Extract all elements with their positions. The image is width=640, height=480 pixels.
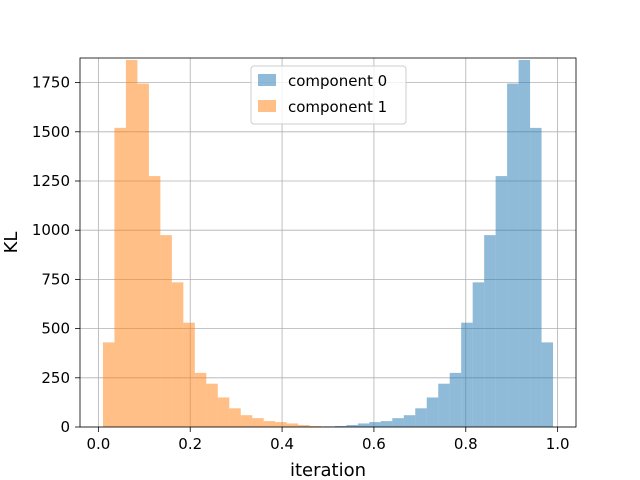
histogram-bar-component-0 <box>438 383 450 427</box>
histogram-bar-component-1 <box>240 415 253 427</box>
x-tick-label: 1.0 <box>546 435 570 453</box>
histogram-bar-component-1 <box>206 383 218 427</box>
x-axis-title: iteration <box>290 460 366 480</box>
histogram-bar-component-0 <box>507 83 519 428</box>
histogram-bar-component-1 <box>263 421 276 427</box>
y-tick-label: 750 <box>41 270 70 288</box>
y-axis-title: KL <box>1 232 22 254</box>
x-tick-label: 0.6 <box>362 435 386 453</box>
histogram-bar-component-0 <box>461 322 473 427</box>
histogram-bar-component-0 <box>334 426 347 427</box>
y-tick-label: 1250 <box>32 172 70 190</box>
histogram-bar-component-0 <box>369 422 381 427</box>
ticks: 0.0 0.2 0.4 0.6 0.8 1.0 0 250 500 750 1000 1250 1500… <box>32 74 570 453</box>
y-tick-label: 250 <box>41 369 70 387</box>
y-tick-label: 500 <box>41 320 70 338</box>
legend-label-component-1: component 1 <box>288 98 387 116</box>
histogram-bar-component-1 <box>194 372 207 427</box>
histogram-bar-component-0 <box>495 176 508 427</box>
histogram-bar-component-0 <box>392 418 404 427</box>
x-tick-label: 0.8 <box>454 435 478 453</box>
histogram-bar-component-1 <box>229 408 241 427</box>
histogram-bar-component-0 <box>449 372 462 427</box>
histogram-bar-component-1 <box>275 422 287 427</box>
plot-frame <box>79 57 577 428</box>
histogram-bar-component-1 <box>286 423 299 427</box>
legend-label-component-0: component 0 <box>288 72 387 90</box>
histogram-bar-component-1 <box>183 322 195 427</box>
histogram-bar-component-1 <box>102 342 115 427</box>
histogram-bar-component-0 <box>415 408 427 427</box>
histogram-bar-component-0 <box>403 415 416 427</box>
histogram-bar-component-1 <box>171 282 184 427</box>
histogram-bar-component-1 <box>252 418 264 427</box>
legend-box <box>250 65 407 125</box>
histogram-bar-component-0 <box>530 127 542 427</box>
histogram-bar-component-0 <box>380 421 393 427</box>
histogram-bar-component-1 <box>217 397 230 427</box>
histogram-bar-component-1 <box>148 176 161 427</box>
legend-swatch-component-0 <box>258 74 276 86</box>
x-tick-label: 0.2 <box>178 435 202 453</box>
y-tick-label: 1750 <box>32 74 70 92</box>
legend: component 0 component 1 <box>250 65 407 125</box>
legend-swatch-component-1 <box>258 100 276 112</box>
y-tick-label: 1000 <box>32 221 70 239</box>
y-tick-label: 0 <box>60 418 70 436</box>
histogram-bar-component-0 <box>484 235 496 427</box>
histogram-bar-component-1 <box>298 425 310 427</box>
histogram-bar-component-1 <box>114 127 126 427</box>
x-tick-label: 0.0 <box>86 435 110 453</box>
histogram-bar-component-0 <box>426 397 439 427</box>
x-tick-label: 0.4 <box>270 435 294 453</box>
histogram-bar-component-0 <box>472 282 485 427</box>
histogram-bar-component-1 <box>160 235 172 427</box>
histogram-bar-component-1 <box>309 426 322 427</box>
histogram-bar-component-0 <box>541 342 554 427</box>
histogram-bar-component-1 <box>125 59 138 428</box>
bars <box>102 59 554 428</box>
y-tick-label: 1500 <box>32 123 70 141</box>
histogram-bar-component-0 <box>518 59 531 428</box>
histogram-bar-component-0 <box>357 423 370 427</box>
histogram-bar-component-0 <box>346 425 358 427</box>
histogram-bar-component-1 <box>137 83 149 428</box>
